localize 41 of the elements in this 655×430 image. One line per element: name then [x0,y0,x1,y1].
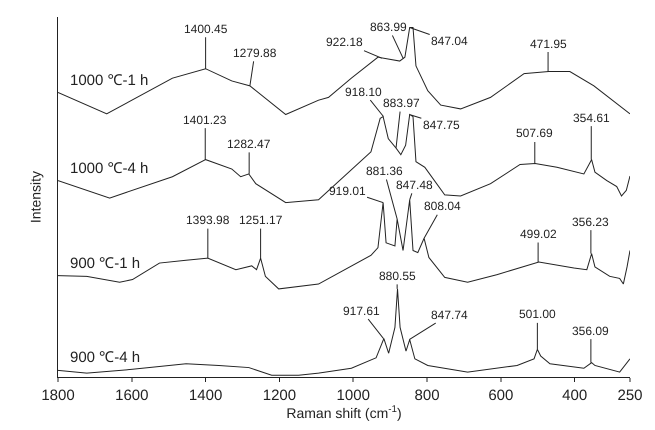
annotation: 880.55 [379,269,416,283]
annotation: 1400.45 [184,22,228,36]
annotation: 808.04 [424,199,462,213]
x-tick-label: 1400 [188,387,222,404]
x-tick-label: 1800 [41,387,75,404]
x-tick-label: 1600 [115,387,148,404]
x-tick-label: 800 [414,387,440,404]
annotation: 1279.88 [233,46,277,60]
annotation: 1251.17 [239,213,283,227]
annotation: 847.74 [431,308,468,322]
series-label: 1000 ℃-1 h [70,72,148,89]
annotation: 881.36 [366,164,404,178]
x-tick-label: 600 [488,387,514,404]
y-axis-title: Intensity [28,170,44,224]
series-label: 900 ℃-1 h [70,255,140,272]
x-axis-title: Raman shift (cm$^{-1}$) [286,404,402,421]
annotation: 847.04 [431,34,468,48]
annotation: 354.61 [573,111,610,125]
annotation: 356.23 [572,215,610,229]
annotation: 507.69 [516,126,554,140]
x-tick-label: 1000 [336,387,370,404]
annotation: 863.99 [370,20,408,34]
annotation: 471.95 [530,37,568,51]
x-tick-label: 400 [562,387,588,404]
annotation: 1401.23 [183,113,227,127]
annotation: 499.02 [520,227,558,241]
x-tick-label: 250 [617,387,643,404]
annotation: 922.18 [326,35,364,49]
annotation: 918.10 [345,85,382,99]
series-label: 1000 ℃-4 h [70,160,148,177]
series-label: 900 ℃-4 h [70,349,140,366]
annotation: 919.01 [329,184,366,198]
x-tick-label: 1200 [262,387,296,404]
annotation: 1282.47 [227,137,271,151]
annotation: 847.75 [423,118,460,132]
annotation: 1393.98 [186,213,230,227]
annotation: 356.09 [572,324,610,338]
annotation: 917.61 [343,304,380,318]
annotation: 883.97 [383,96,420,110]
annotation: 501.00 [519,307,556,321]
annotation: 847.48 [396,178,434,192]
